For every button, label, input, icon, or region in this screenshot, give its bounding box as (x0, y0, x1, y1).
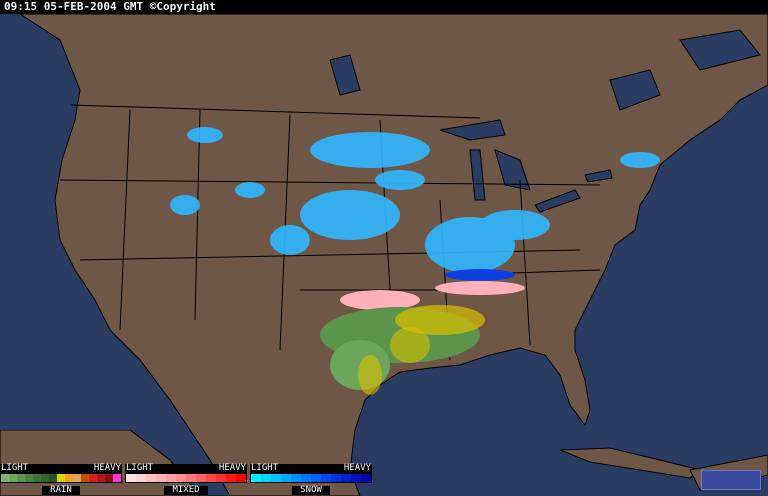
legend-swatch (73, 474, 81, 482)
legend-light-label: LIGHT (1, 463, 29, 473)
legend-swatch (146, 474, 156, 482)
legend-swatch (89, 474, 97, 482)
legend-swatch (25, 474, 33, 482)
legend-swatch (321, 474, 331, 482)
legend-swatch (281, 474, 291, 482)
legend-light-label: LIGHT (251, 463, 279, 473)
legend-swatch (57, 474, 65, 482)
legend-name: RAIN (42, 486, 80, 495)
legend-heavy-label: HEAVY (93, 463, 121, 473)
legend-mixed: LIGHT HEAVY MIXED (125, 464, 247, 496)
legend-swatch (226, 474, 236, 482)
legend-swatch (136, 474, 146, 482)
legend-swatch (49, 474, 57, 482)
legend-swatch (176, 474, 186, 482)
legend-heavy-label: HEAVY (218, 463, 246, 473)
legend-swatch (33, 474, 41, 482)
copyright-link[interactable]: ©Copyright (149, 0, 216, 13)
great-lakes (329, 29, 761, 213)
legend-swatch (331, 474, 341, 482)
mexico-gulf-ocean (0, 330, 130, 430)
legend-swatch (271, 474, 281, 482)
legend-swatch (1, 474, 9, 482)
legend-swatch (236, 474, 246, 482)
legend-swatch (17, 474, 25, 482)
legend-swatch (9, 474, 17, 482)
legend-swatch (166, 474, 176, 482)
legend-snow: LIGHT HEAVY SNOW (250, 464, 372, 496)
legend-swatch (126, 474, 136, 482)
heavy-snow-band (445, 269, 515, 281)
legend-swatch (311, 474, 321, 482)
rain-echoes (320, 305, 485, 395)
legend-color-scale (0, 473, 122, 483)
legend-swatch (113, 474, 121, 482)
legend-swatch (206, 474, 216, 482)
legend-swatch (291, 474, 301, 482)
legend-swatch (196, 474, 206, 482)
timestamp-bar: 09:15 05-FEB-2004 GMT ©Copyright (0, 0, 768, 14)
legend-heavy-label: HEAVY (343, 463, 371, 473)
legend-name: SNOW (292, 486, 330, 495)
legend-swatch (65, 474, 73, 482)
legend-rain: LIGHT HEAVY RAIN (0, 464, 122, 496)
legend-color-scale (125, 473, 247, 483)
legend-swatch (216, 474, 226, 482)
legend-light-label: LIGHT (126, 463, 154, 473)
legend-swatch (341, 474, 351, 482)
legend-swatch (361, 474, 371, 482)
legend-swatch (41, 474, 49, 482)
legend-swatch (105, 474, 113, 482)
snow-echoes (170, 127, 660, 273)
legend-swatch (97, 474, 105, 482)
legend-swatch (301, 474, 311, 482)
legend-swatch (351, 474, 361, 482)
legend-swatch (156, 474, 166, 482)
legend-color-scale (250, 473, 372, 483)
legend-swatch (186, 474, 196, 482)
legend-name: MIXED (164, 486, 208, 495)
legend-swatch (261, 474, 271, 482)
intellicast-logo[interactable] (701, 470, 761, 490)
legend-swatch (251, 474, 261, 482)
legend-swatch (81, 474, 89, 482)
timestamp: 09:15 05-FEB-2004 GMT (4, 0, 144, 13)
